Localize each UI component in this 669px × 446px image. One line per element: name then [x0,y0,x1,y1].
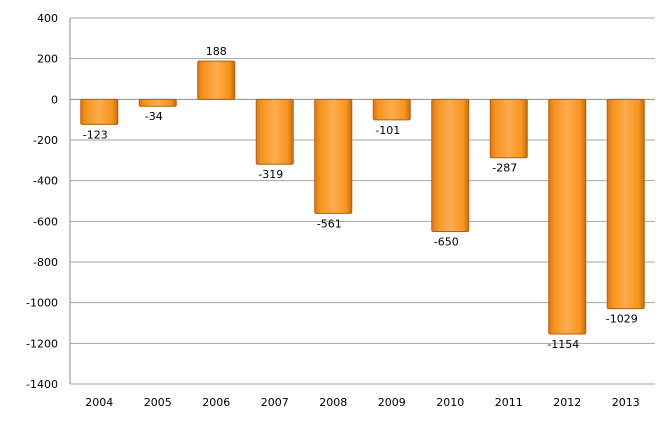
x-tick-label: 2005 [144,396,172,409]
bar [138,98,177,107]
bar [372,98,411,121]
y-tick-label: -1000 [26,297,58,310]
x-tick-label: 2011 [495,396,523,409]
bar [606,98,645,310]
bar [489,98,528,159]
x-tick-label: 2009 [378,396,406,409]
data-labels: -123 -34 188 -319 -561 -101 -650 -287 -1154 -1029 [83,45,638,351]
x-tick-label: 2013 [612,396,640,409]
data-label: -650 [434,236,459,249]
x-tick-label: 2012 [553,396,581,409]
bar [431,98,470,233]
bar [548,98,587,335]
x-tick-label: 2006 [202,396,230,409]
x-axis-tick-labels: 2004 2005 2006 2007 2008 2009 2010 2011 2012 2013 [85,396,640,409]
data-label: -34 [145,110,163,123]
bar [255,98,294,165]
x-tick-label: 2008 [319,396,347,409]
data-label: -1029 [606,313,638,326]
y-tick-label: 0 [51,93,58,106]
y-tick-label: -400 [33,175,58,188]
data-label: -319 [258,168,283,181]
bars [80,60,645,335]
bar [314,98,353,214]
x-tick-label: 2007 [261,396,289,409]
y-tick-label: 200 [37,53,58,66]
bar [80,98,119,125]
data-label: 188 [206,45,227,58]
data-label: -287 [492,162,517,175]
y-tick-label: -1200 [26,337,58,350]
y-tick-label: -800 [33,256,58,269]
bar [197,60,236,100]
y-tick-label: -600 [33,215,58,228]
data-label: -1154 [547,338,579,351]
y-tick-label: -1400 [26,378,58,391]
y-tick-label: 400 [37,12,58,25]
y-tick-label: -200 [33,134,58,147]
data-label: -561 [317,217,342,230]
data-label: -101 [375,124,400,137]
x-tick-label: 2004 [85,396,113,409]
data-label: -123 [83,128,108,141]
x-tick-label: 2010 [436,396,464,409]
y-axis-tick-labels: 400 200 0 -200 -400 -600 -800 -1000 -1200 -1400 [26,12,58,391]
